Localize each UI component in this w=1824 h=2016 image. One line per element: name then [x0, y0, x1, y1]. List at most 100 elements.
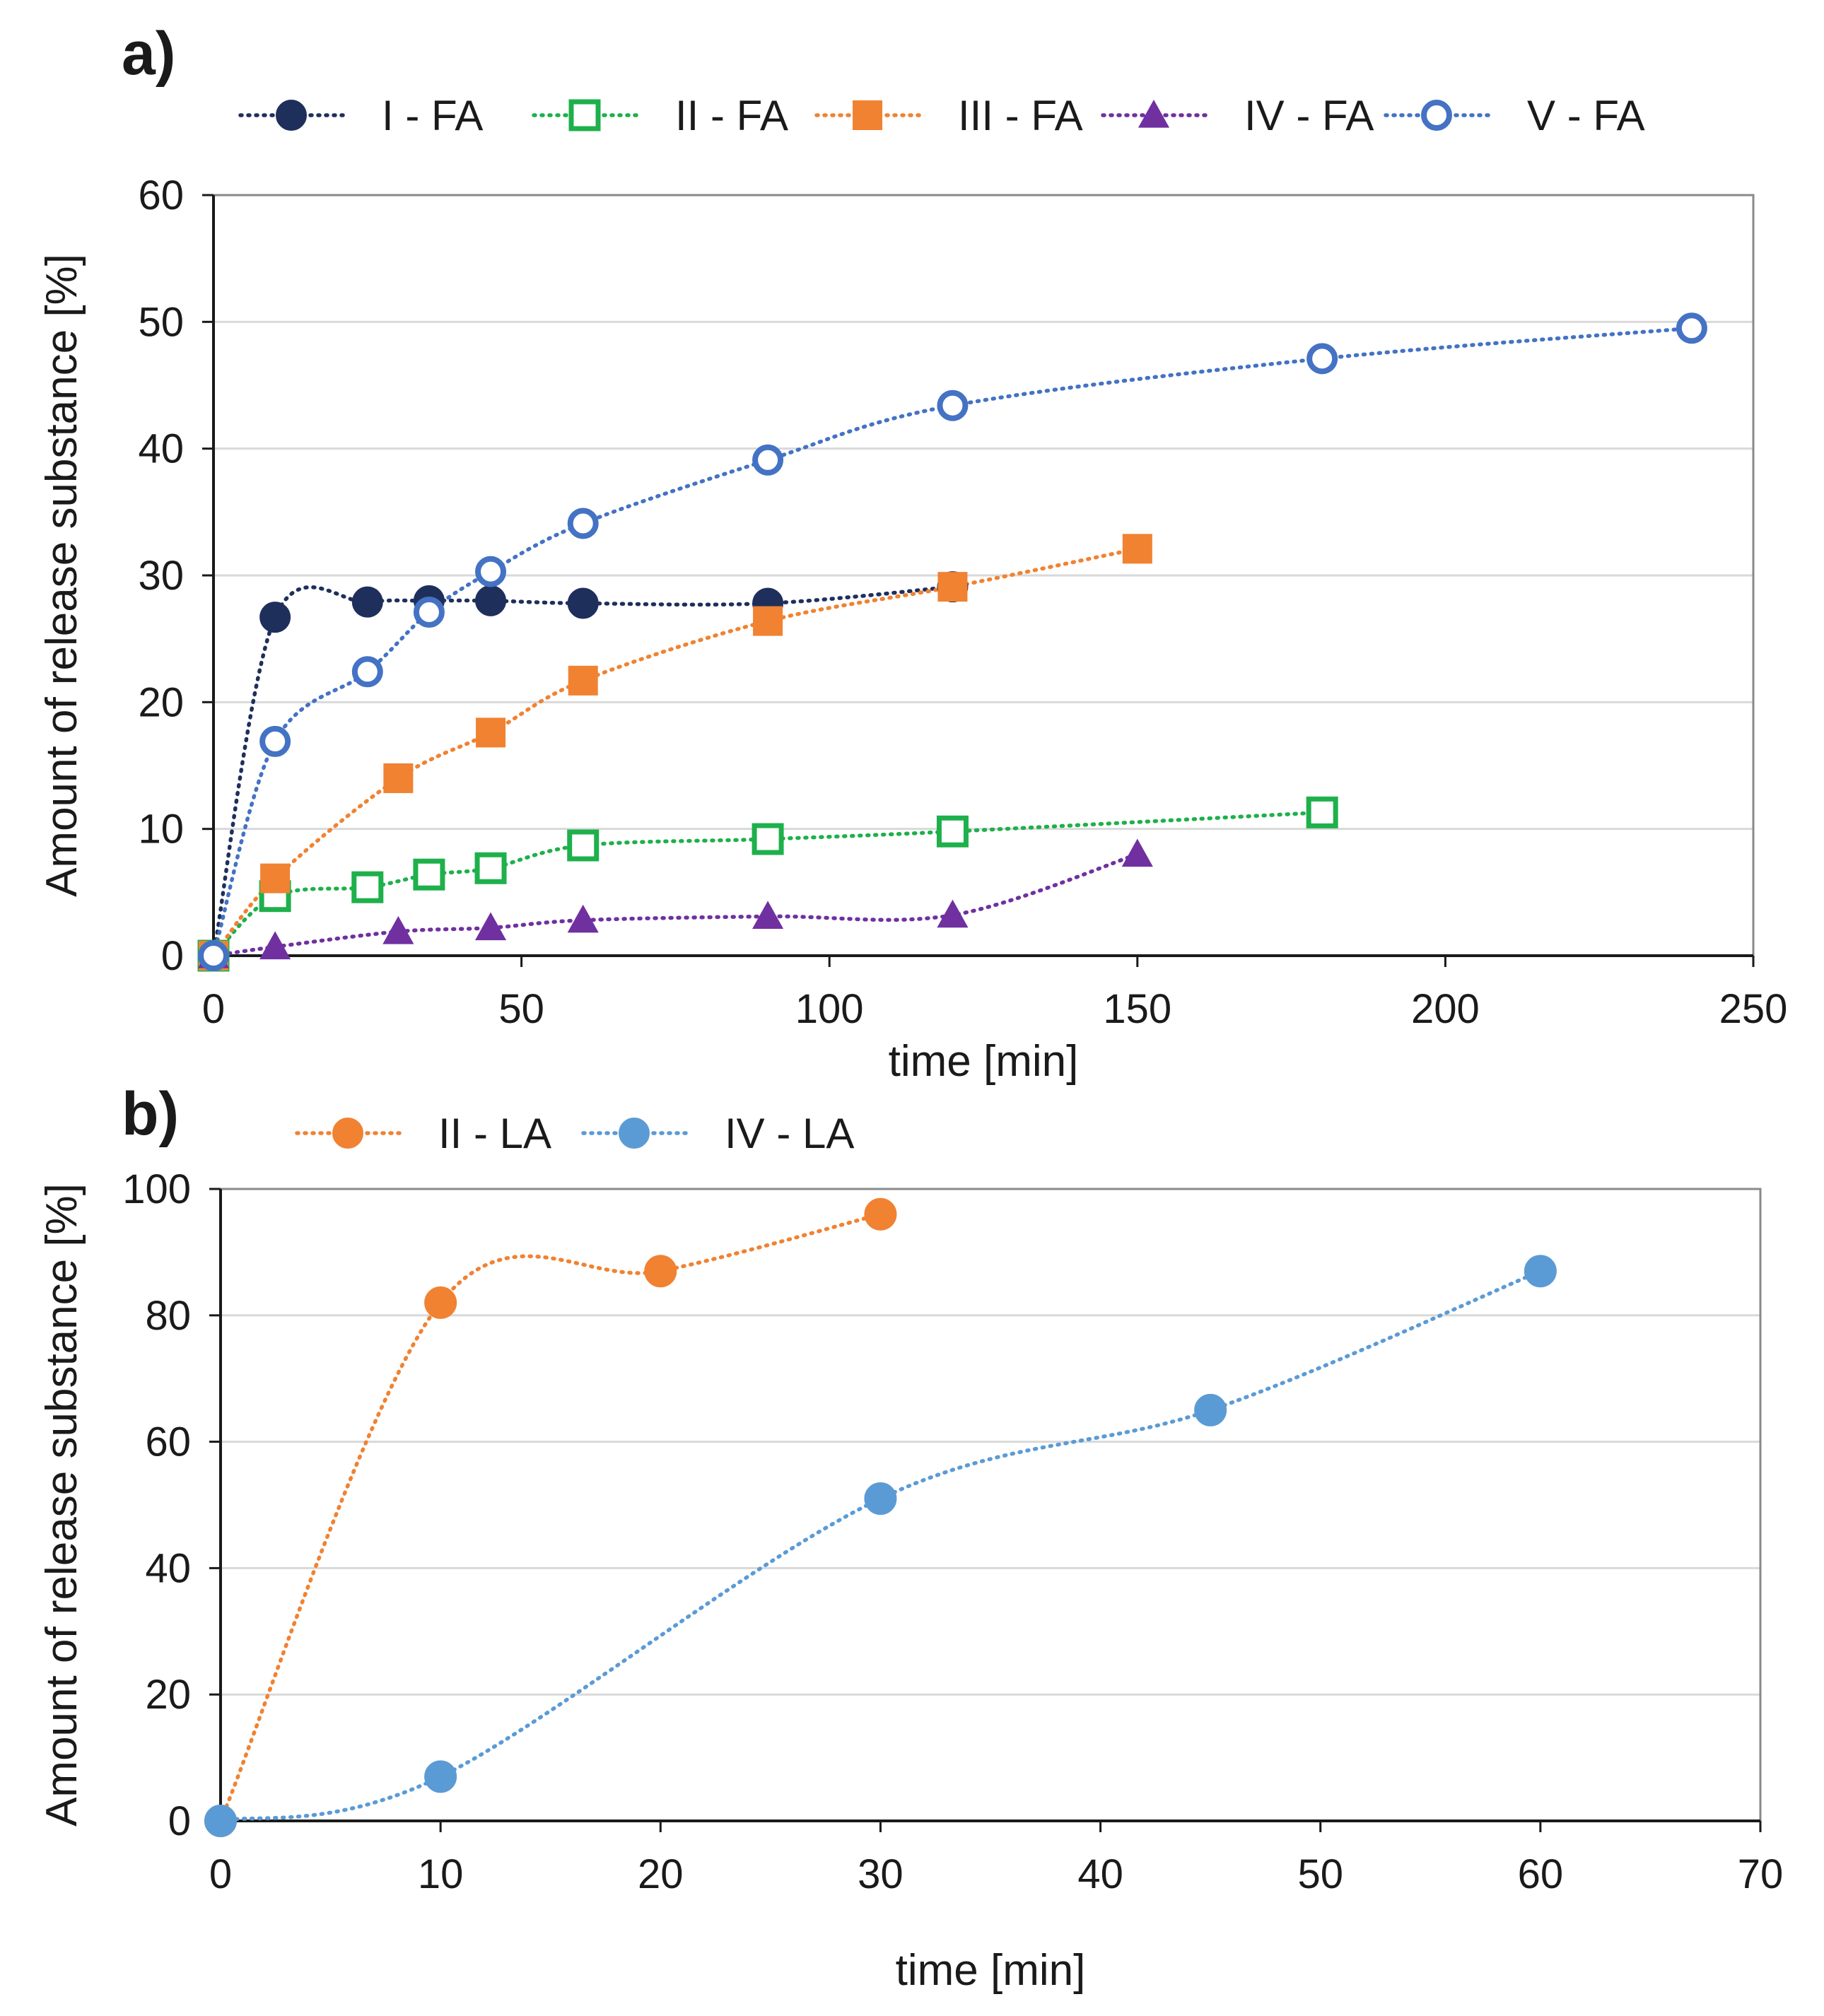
panel-a-data-point — [475, 556, 507, 587]
panel-b-x-tick-label: 20 — [638, 1851, 684, 1897]
panel-b-y-tick-label: 100 — [122, 1166, 191, 1212]
panel-b-legend-label: IV - LA — [725, 1110, 854, 1157]
panel-a-y-tick-label: 50 — [138, 299, 184, 345]
panel-a-y-tick-label: 10 — [138, 807, 184, 852]
panel-b-x-tick-label: 60 — [1518, 1851, 1564, 1897]
panel-a-gridlines — [214, 320, 1753, 831]
panel-b-gridlines — [221, 1314, 1760, 1696]
panel-a-data-point — [474, 912, 507, 941]
panel-a-data-point — [936, 815, 969, 848]
panel-a-data-point — [567, 904, 599, 933]
panel-a-data-point — [474, 852, 507, 884]
panel-a-axes: 0 50 100 150 200 250 0 10 20 30 40 50 60 — [138, 172, 1787, 1032]
panel-b-x-axis-title: time [min] — [896, 1946, 1086, 1995]
panel-a-data-point — [413, 597, 445, 628]
panel-a-legend-label: II - FA — [675, 92, 788, 139]
panel-a-data-point — [476, 717, 506, 748]
panel-a-legend-marker — [853, 100, 882, 130]
panel-b-data-point — [424, 1760, 457, 1793]
panel-a-data-point — [198, 940, 229, 971]
panel-b-x-tick-label: 10 — [418, 1851, 464, 1897]
panel-a-data-point — [475, 585, 507, 616]
panel-a-data-point — [752, 444, 784, 476]
panel-b-x-tick-label: 70 — [1738, 1851, 1784, 1897]
panel-a-series — [197, 312, 1707, 972]
panel-a-data-point — [567, 508, 599, 539]
panel-b-x-tick-label: 50 — [1297, 1851, 1343, 1897]
panel-a-data-point — [351, 871, 384, 903]
panel-a-y-tick-label: 30 — [138, 553, 184, 599]
panel-b: b) II - LA IV - LA 0 10 20 30 40 50 60 70 0 20 40 60… — [37, 1080, 1783, 1995]
panel-a-data-point — [259, 602, 291, 633]
panel-a-data-point — [413, 858, 445, 891]
panel-b-data-point — [1524, 1255, 1557, 1288]
panel-b-series-line-0 — [218, 1212, 883, 1823]
panel-b-label: b) — [122, 1080, 179, 1148]
panel-a: a) I - FA II - FA III - FA IV - FA V - FA 0 5… — [37, 20, 1787, 1086]
panel-b-data-point — [204, 1805, 237, 1837]
panel-a-data-point — [1676, 312, 1707, 344]
panel-b-data-point — [864, 1197, 897, 1231]
panel-b-data-point — [1194, 1393, 1227, 1426]
panel-a-x-tick-label: 50 — [498, 986, 544, 1032]
panel-a-series-line-1 — [211, 810, 1324, 958]
panel-a-label: a) — [122, 20, 175, 88]
panel-a-data-point — [937, 572, 968, 602]
panel-a-series-line-4 — [211, 326, 1694, 958]
panel-b-y-tick-label: 40 — [145, 1545, 191, 1591]
panel-a-x-tick-label: 100 — [795, 986, 864, 1032]
panel-a-y-tick-label: 20 — [138, 679, 184, 725]
panel-a-legend-label: III - FA — [958, 92, 1083, 139]
panel-a-x-tick-label: 250 — [1719, 986, 1788, 1032]
panel-b-y-tick-label: 60 — [145, 1419, 191, 1465]
panel-a-legend-marker — [1138, 99, 1170, 128]
panel-a-data-point — [351, 656, 383, 688]
panel-a-data-point — [1122, 534, 1152, 564]
panel-a-data-point — [259, 725, 291, 757]
panel-b-legend-label: II - LA — [438, 1110, 551, 1157]
panel-a-data-point — [752, 823, 784, 855]
panel-a-data-point — [259, 931, 291, 960]
panel-a-data-point — [752, 901, 784, 930]
panel-a-y-tick-label: 40 — [138, 426, 184, 472]
panel-b-y-tick-label: 20 — [145, 1672, 191, 1718]
panel-a-legend-label: IV - FA — [1244, 92, 1374, 139]
panel-a-data-point — [568, 665, 598, 696]
panel-a-legend-label: I - FA — [382, 92, 483, 139]
panel-a-data-point — [260, 863, 291, 893]
panel-b-x-tick-label: 40 — [1077, 1851, 1123, 1897]
panel-a-data-point — [383, 763, 414, 793]
panel-a-data-point — [937, 899, 969, 928]
panel-a-x-axis-title: time [min] — [889, 1037, 1079, 1086]
panel-a-legend-marker — [568, 99, 601, 131]
panel-a-y-tick-label: 60 — [138, 172, 184, 218]
panel-a-x-tick-label: 200 — [1411, 986, 1480, 1032]
panel-a-data-point — [382, 915, 414, 944]
panel-a-data-point — [567, 829, 600, 862]
panel-a-legend: I - FA II - FA III - FA IV - FA V - FA — [238, 92, 1645, 139]
panel-a-data-point — [1306, 796, 1338, 828]
panel-b-x-tick-label: 30 — [858, 1851, 904, 1897]
panel-a-data-point — [1306, 343, 1338, 375]
panel-a-legend-label: V - FA — [1527, 92, 1645, 139]
panel-a-data-point — [351, 586, 383, 618]
panel-b-y-tick-label: 0 — [168, 1798, 191, 1844]
panel-b-legend: II - LA IV - LA — [295, 1110, 854, 1157]
panel-a-data-point — [753, 606, 783, 636]
panel-a-data-point — [1121, 838, 1153, 867]
panel-a-data-point — [567, 587, 599, 619]
panel-a-y-tick-label: 0 — [161, 933, 184, 979]
panel-a-data-point — [937, 389, 969, 421]
panel-a-y-axis-title: Amount of release substance [%] — [37, 254, 86, 897]
panel-b-data-point — [864, 1482, 897, 1516]
panel-b-data-point — [424, 1286, 457, 1319]
panel-a-legend-marker — [276, 100, 307, 131]
panel-b-series — [204, 1197, 1557, 1837]
panel-a-x-tick-label: 150 — [1103, 986, 1171, 1032]
panel-b-legend-marker — [619, 1118, 650, 1149]
panel-a-legend-marker — [1421, 100, 1452, 131]
panel-a-x-tick-label: 0 — [202, 986, 225, 1032]
panel-b-axes: 0 10 20 30 40 50 60 70 0 20 40 60 80 100 — [122, 1166, 1783, 1897]
